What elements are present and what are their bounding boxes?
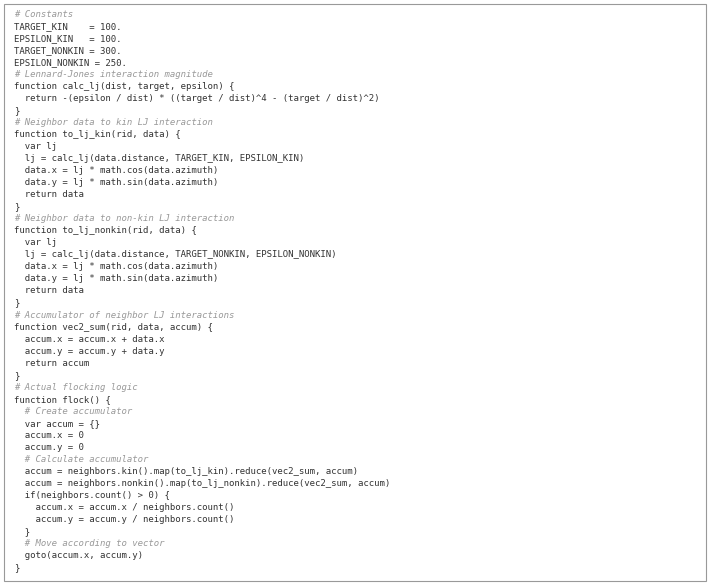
Text: return -(epsilon / dist) * ((target / dist)^4 - (target / dist)^2): return -(epsilon / dist) * ((target / di… bbox=[14, 94, 380, 103]
Text: data.x = lj * math.cos(data.azimuth): data.x = lj * math.cos(data.azimuth) bbox=[14, 263, 218, 271]
Text: # Actual flocking logic: # Actual flocking logic bbox=[14, 383, 138, 392]
Text: }: } bbox=[14, 563, 19, 572]
Text: return accum: return accum bbox=[14, 359, 89, 367]
Text: lj = calc_lj(data.distance, TARGET_KIN, EPSILON_KIN): lj = calc_lj(data.distance, TARGET_KIN, … bbox=[14, 154, 305, 163]
Text: data.y = lj * math.sin(data.azimuth): data.y = lj * math.sin(data.azimuth) bbox=[14, 274, 218, 284]
Text: accum.x = 0: accum.x = 0 bbox=[14, 431, 84, 440]
Text: accum.x = accum.x + data.x: accum.x = accum.x + data.x bbox=[14, 335, 165, 343]
Text: }: } bbox=[14, 298, 19, 308]
Text: }: } bbox=[14, 202, 19, 211]
Text: return data: return data bbox=[14, 190, 84, 199]
Text: }: } bbox=[14, 527, 30, 536]
Text: EPSILON_KIN   = 100.: EPSILON_KIN = 100. bbox=[14, 34, 121, 43]
Text: accum.y = accum.y + data.y: accum.y = accum.y + data.y bbox=[14, 346, 165, 356]
Text: # Neighbor data to non-kin LJ interaction: # Neighbor data to non-kin LJ interactio… bbox=[14, 214, 234, 223]
Text: var lj: var lj bbox=[14, 142, 57, 152]
Text: function calc_lj(dist, target, epsilon) {: function calc_lj(dist, target, epsilon) … bbox=[14, 82, 234, 91]
Text: var accum = {}: var accum = {} bbox=[14, 419, 100, 428]
Text: }: } bbox=[14, 106, 19, 115]
Text: function flock() {: function flock() { bbox=[14, 395, 111, 404]
Text: data.y = lj * math.sin(data.azimuth): data.y = lj * math.sin(data.azimuth) bbox=[14, 178, 218, 187]
Text: accum = neighbors.nonkin().map(to_lj_nonkin).reduce(vec2_sum, accum): accum = neighbors.nonkin().map(to_lj_non… bbox=[14, 479, 390, 488]
Text: function to_lj_nonkin(rid, data) {: function to_lj_nonkin(rid, data) { bbox=[14, 226, 197, 235]
Text: goto(accum.x, accum.y): goto(accum.x, accum.y) bbox=[14, 551, 143, 560]
Text: # Lennard-Jones interaction magnitude: # Lennard-Jones interaction magnitude bbox=[14, 70, 213, 79]
Text: lj = calc_lj(data.distance, TARGET_NONKIN, EPSILON_NONKIN): lj = calc_lj(data.distance, TARGET_NONKI… bbox=[14, 250, 337, 259]
Text: TARGET_KIN    = 100.: TARGET_KIN = 100. bbox=[14, 22, 121, 31]
Text: function to_lj_kin(rid, data) {: function to_lj_kin(rid, data) { bbox=[14, 130, 180, 139]
Text: accum = neighbors.kin().map(to_lj_kin).reduce(vec2_sum, accum): accum = neighbors.kin().map(to_lj_kin).r… bbox=[14, 467, 358, 476]
Text: if(neighbors.count() > 0) {: if(neighbors.count() > 0) { bbox=[14, 491, 170, 500]
Text: return data: return data bbox=[14, 287, 84, 295]
Text: # Constants: # Constants bbox=[14, 10, 73, 19]
Text: # Calculate accumulator: # Calculate accumulator bbox=[14, 455, 148, 464]
Text: # Accumulator of neighbor LJ interactions: # Accumulator of neighbor LJ interaction… bbox=[14, 311, 234, 319]
Text: var lj: var lj bbox=[14, 239, 57, 247]
Text: EPSILON_NONKIN = 250.: EPSILON_NONKIN = 250. bbox=[14, 58, 127, 67]
Text: }: } bbox=[14, 371, 19, 380]
Text: accum.y = accum.y / neighbors.count(): accum.y = accum.y / neighbors.count() bbox=[14, 515, 234, 524]
Text: accum.y = 0: accum.y = 0 bbox=[14, 443, 84, 452]
Text: data.x = lj * math.cos(data.azimuth): data.x = lj * math.cos(data.azimuth) bbox=[14, 166, 218, 176]
Text: # Move according to vector: # Move according to vector bbox=[14, 539, 165, 548]
Text: # Neighbor data to kin LJ interaction: # Neighbor data to kin LJ interaction bbox=[14, 118, 213, 127]
Text: accum.x = accum.x / neighbors.count(): accum.x = accum.x / neighbors.count() bbox=[14, 503, 234, 512]
Text: function vec2_sum(rid, data, accum) {: function vec2_sum(rid, data, accum) { bbox=[14, 322, 213, 332]
Text: # Create accumulator: # Create accumulator bbox=[14, 407, 132, 416]
Text: TARGET_NONKIN = 300.: TARGET_NONKIN = 300. bbox=[14, 46, 121, 55]
